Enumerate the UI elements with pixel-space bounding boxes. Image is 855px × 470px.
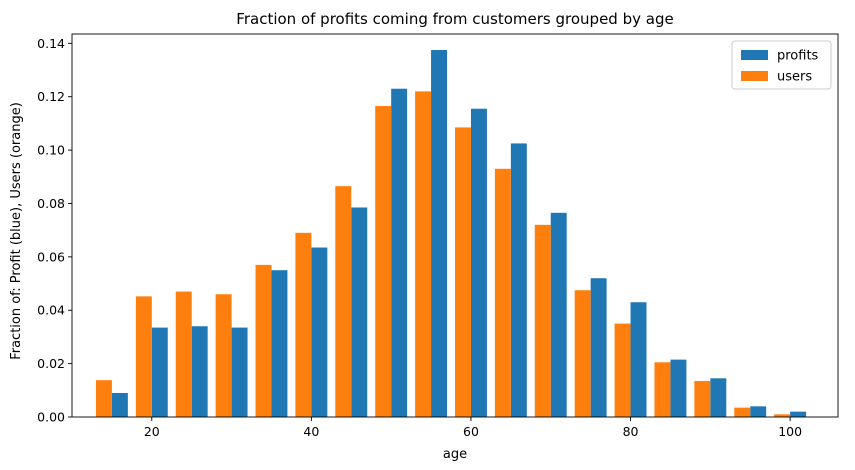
y-tick-label: 0.06 — [37, 249, 65, 264]
bar-users-10 — [494, 168, 511, 417]
axes: 20 40 60 80 100 0.00 0.02 0.04 0.06 0.08 0.10 0.12 0… — [37, 33, 839, 439]
x-tick-label: 40 — [303, 424, 319, 439]
legend-label-profits: profits — [777, 49, 819, 64]
bar-users-12 — [574, 290, 591, 417]
bar-users-13 — [614, 323, 631, 417]
bar-users-11 — [534, 224, 551, 417]
bar-users-4 — [255, 264, 272, 417]
chart-title: Fraction of profits coming from customer… — [236, 10, 673, 28]
bar-profits-2 — [191, 326, 208, 417]
bar-users-2 — [175, 291, 192, 417]
y-tick-label: 0.02 — [37, 356, 65, 371]
legend-label-users: users — [777, 70, 812, 85]
bar-profits-13 — [630, 302, 647, 417]
bar-profits-7 — [391, 88, 408, 417]
bar-profits-6 — [351, 207, 368, 417]
legend-swatch-profits — [741, 50, 768, 60]
y-tick-label: 0.00 — [37, 410, 65, 425]
y-tick-label: 0.10 — [37, 143, 65, 158]
series-users — [95, 91, 791, 418]
bar-users-17 — [774, 414, 791, 417]
bar-profits-14 — [670, 359, 687, 417]
x-tick-label: 60 — [463, 424, 479, 439]
plot-area — [95, 50, 807, 418]
bar-profits-0 — [111, 392, 128, 417]
legend-swatch-users — [741, 71, 768, 81]
bar-profits-16 — [750, 406, 767, 417]
bar-profits-9 — [470, 108, 487, 418]
bar-users-7 — [375, 106, 392, 418]
y-tick-label: 0.08 — [37, 196, 65, 211]
x-tick-label: 20 — [144, 424, 160, 439]
bar-profits-17 — [790, 411, 807, 417]
y-axis-label: Fraction of: Profit (blue), Users (orang… — [9, 102, 24, 360]
y-tick-label: 0.12 — [37, 89, 65, 104]
bar-profits-1 — [151, 327, 168, 417]
y-tick-label: 0.14 — [37, 36, 65, 51]
bar-profits-12 — [590, 278, 607, 417]
bar-profits-15 — [710, 378, 727, 417]
bar-users-3 — [215, 294, 232, 417]
legend: profits users — [731, 40, 832, 90]
bar-users-6 — [335, 186, 352, 417]
bar-profits-5 — [311, 247, 328, 417]
bar-users-0 — [95, 380, 112, 417]
series-profits — [111, 50, 807, 418]
bar-profits-3 — [231, 327, 248, 417]
bar-users-16 — [734, 407, 751, 417]
bar-users-5 — [295, 232, 312, 417]
bar-profits-4 — [271, 270, 288, 417]
bar-users-8 — [415, 91, 432, 418]
bar-profits-10 — [510, 143, 527, 417]
axes-frame — [71, 33, 839, 418]
bar-users-15 — [694, 380, 711, 417]
x-axis-label: age — [443, 447, 467, 462]
bar-users-1 — [135, 296, 152, 417]
bar-users-14 — [654, 362, 671, 417]
x-tick-label: 100 — [778, 424, 802, 439]
bar-profits-11 — [550, 212, 567, 417]
x-tick-label: 80 — [623, 424, 639, 439]
y-tick-label: 0.04 — [37, 303, 65, 318]
bar-profits-8 — [431, 50, 448, 417]
bar-users-9 — [455, 127, 471, 417]
